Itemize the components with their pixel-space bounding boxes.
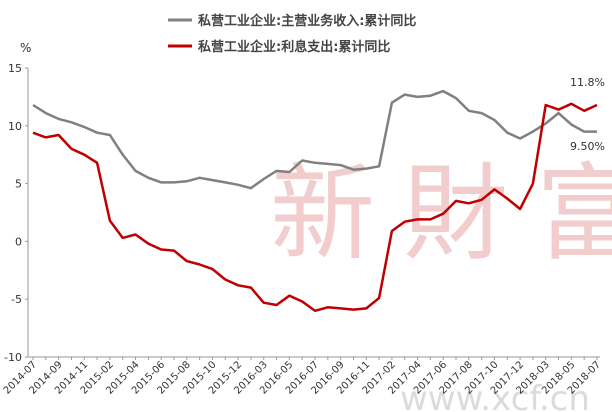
annotation: 9.50% <box>570 140 605 153</box>
y-tick-label: 0 <box>15 235 22 248</box>
y-tick-label: 10 <box>8 120 22 133</box>
y-tick-label: 15 <box>8 62 22 75</box>
y-tick-label: 5 <box>15 178 22 191</box>
y-tick-label: -10 <box>4 351 22 364</box>
legend-label: 私营工业企业:主营业务收入:累计同比 <box>198 13 416 29</box>
legend-label: 私营工业企业:利息支出:累计同比 <box>198 39 390 55</box>
annotation: 11.8% <box>570 76 605 89</box>
y-tick-label: -5 <box>11 293 22 306</box>
watermark-url: www.xcf.cn <box>400 379 590 412</box>
series-line <box>32 102 598 313</box>
unit-label: % <box>20 41 31 55</box>
series-line <box>32 89 597 190</box>
